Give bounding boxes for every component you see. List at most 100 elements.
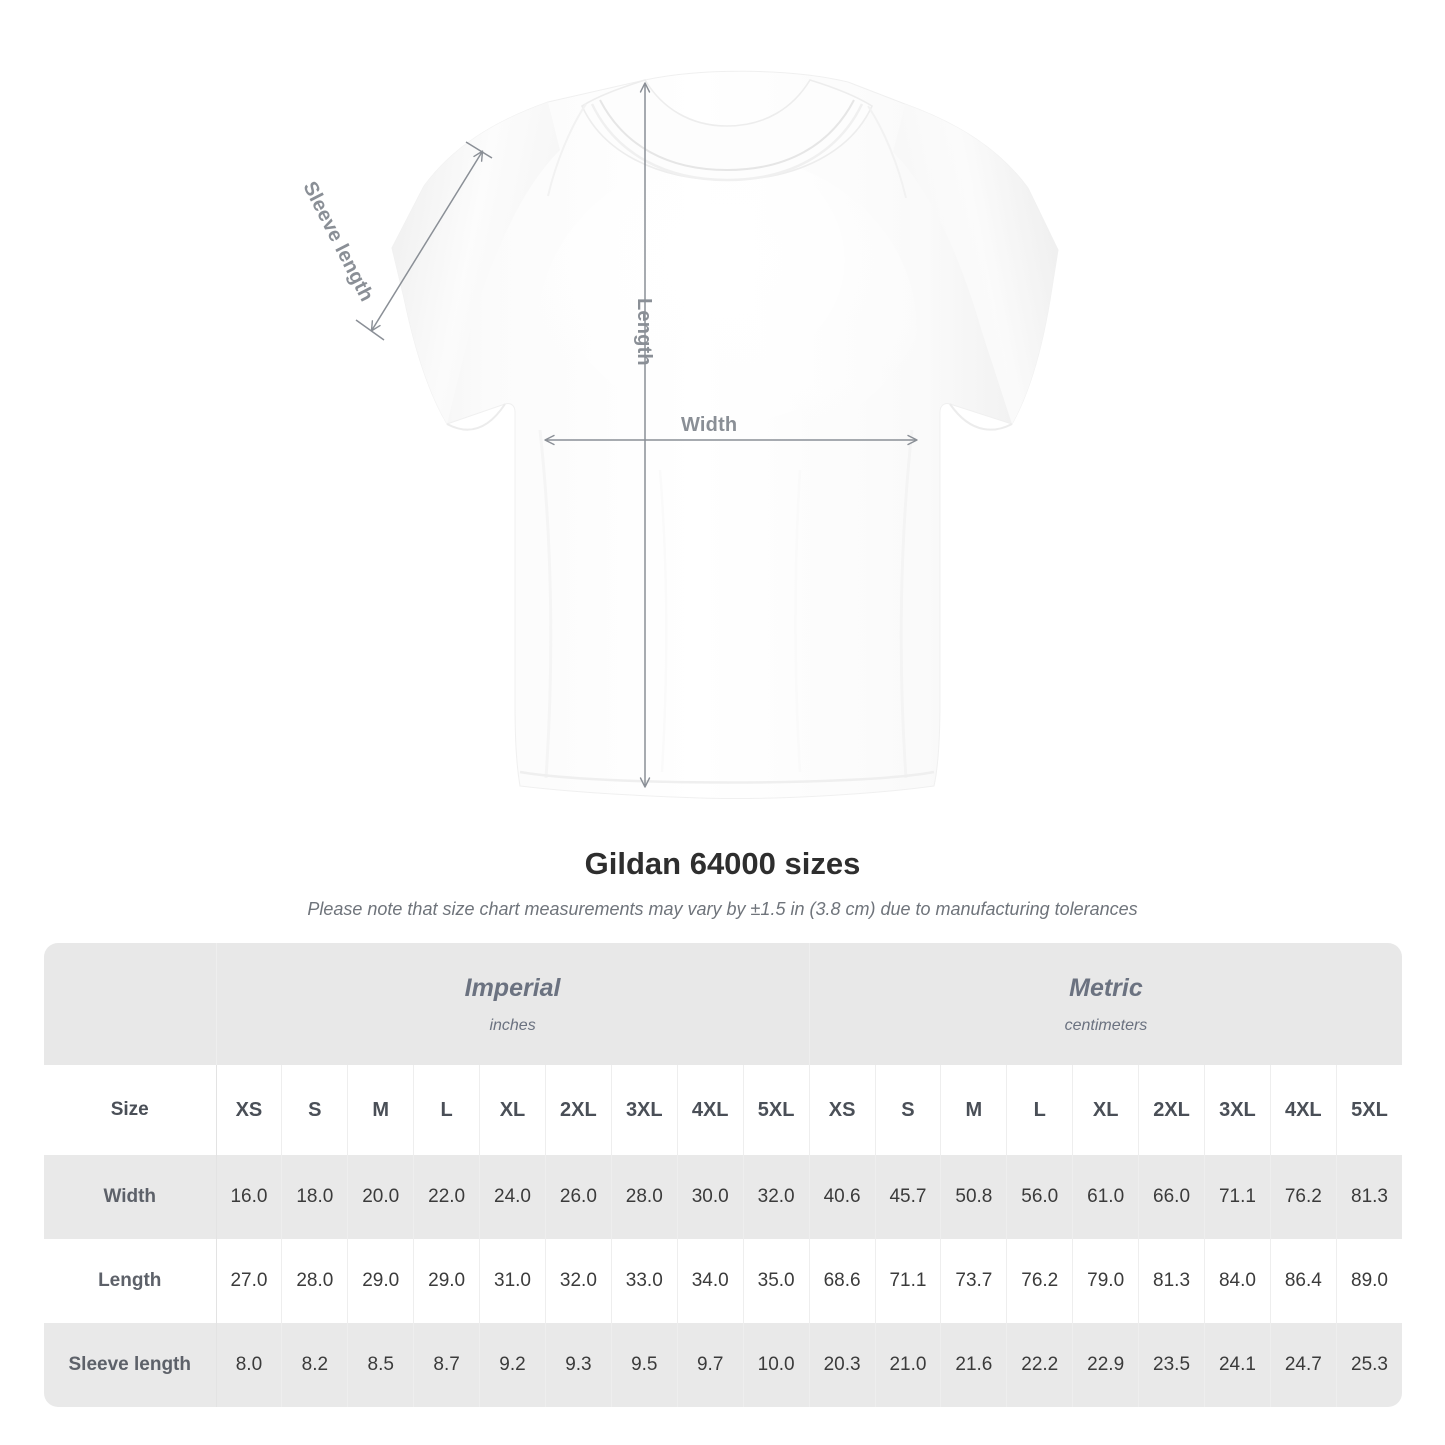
size-header-label: Size [44,1065,217,1155]
cell-sleeve-2xl-metric: 23.5 [1138,1323,1205,1407]
cell-width-3xl-metric: 71.1 [1204,1155,1271,1239]
cell-length-l-metric: 76.2 [1006,1239,1074,1323]
cell-width-2xl-metric: 66.0 [1138,1155,1205,1239]
table-row: Width 16.0 18.0 20.0 22.0 24.0 26.0 28.0… [44,1155,1402,1239]
imperial-label: Imperial [464,973,561,1002]
cell-length-s-imperial: 28.0 [281,1239,349,1323]
size-col-3xl-imperial: 3XL [611,1065,678,1155]
size-col-xs-metric: XS [808,1065,876,1155]
cell-width-s-metric: 45.7 [875,1155,942,1239]
size-col-2xl-imperial: 2XL [545,1065,612,1155]
cell-width-l-metric: 56.0 [1006,1155,1074,1239]
cell-sleeve-xs-metric: 20.3 [808,1323,876,1407]
cell-sleeve-xl-metric: 22.9 [1072,1323,1140,1407]
size-col-3xl-metric: 3XL [1204,1065,1271,1155]
cell-length-xs-imperial: 27.0 [216,1239,283,1323]
cell-width-5xl-metric: 81.3 [1336,1155,1402,1239]
size-chart-table: Imperial inches Metric centimeters Size … [44,943,1402,1407]
size-header-row: Size XS S M L XL 2XL 3XL 4XL 5XL XS S M … [44,1065,1402,1155]
tshirt-illustration [355,70,1059,799]
cell-width-5xl-imperial: 32.0 [743,1155,810,1239]
measurements-table: Imperial inches Metric centimeters Size … [44,943,1402,1407]
cell-sleeve-l-imperial: 8.7 [413,1323,481,1407]
size-col-2xl-metric: 2XL [1138,1065,1205,1155]
cell-length-5xl-imperial: 35.0 [743,1239,810,1323]
cell-length-l-imperial: 29.0 [413,1239,481,1323]
row-label-sleeve-length: Sleeve length [44,1323,217,1407]
title-block: Gildan 64000 sizes Please note that size… [0,845,1445,920]
cell-width-m-imperial: 20.0 [347,1155,415,1239]
cell-sleeve-m-imperial: 8.5 [347,1323,415,1407]
cell-length-3xl-imperial: 33.0 [611,1239,678,1323]
cell-sleeve-m-metric: 21.6 [940,1323,1008,1407]
cell-width-xl-imperial: 24.0 [479,1155,546,1239]
cell-width-4xl-metric: 76.2 [1270,1155,1337,1239]
measurement-annotations [355,82,918,788]
metric-sublabel: centimeters [1064,1017,1148,1035]
cell-length-xl-imperial: 31.0 [479,1239,546,1323]
imperial-sublabel: inches [489,1017,536,1035]
cell-width-4xl-imperial: 30.0 [677,1155,744,1239]
cell-sleeve-s-imperial: 8.2 [281,1323,349,1407]
cell-length-4xl-metric: 86.4 [1270,1239,1337,1323]
tshirt-diagram: Sleeve length Length Width [298,70,1059,799]
size-col-4xl-imperial: 4XL [677,1065,744,1155]
size-col-xs-imperial: XS [216,1065,283,1155]
length-label: Length [633,298,655,366]
size-col-xl-metric: XL [1072,1065,1140,1155]
cell-length-2xl-metric: 81.3 [1138,1239,1205,1323]
cell-length-xl-metric: 79.0 [1072,1239,1140,1323]
cell-width-l-imperial: 22.0 [413,1155,481,1239]
size-col-5xl-imperial: 5XL [743,1065,810,1155]
sleeve-tick-top [465,141,493,159]
size-col-l-metric: L [1006,1065,1074,1155]
size-col-xl-imperial: XL [479,1065,546,1155]
sleeve-length-arrow [370,150,484,332]
cell-sleeve-l-metric: 22.2 [1006,1323,1074,1407]
cell-length-2xl-imperial: 32.0 [545,1239,612,1323]
sleeve-tick-bottom [355,319,385,341]
size-col-m-imperial: M [347,1065,415,1155]
cell-sleeve-5xl-metric: 25.3 [1336,1323,1402,1407]
row-label-length: Length [44,1239,217,1323]
unit-band-spacer [44,943,217,1065]
cell-sleeve-s-metric: 21.0 [875,1323,942,1407]
cell-width-2xl-imperial: 26.0 [545,1155,612,1239]
cell-sleeve-xs-imperial: 8.0 [216,1323,283,1407]
size-col-s-metric: S [875,1065,942,1155]
cell-width-xs-imperial: 16.0 [216,1155,283,1239]
size-col-4xl-metric: 4XL [1270,1065,1337,1155]
cell-width-m-metric: 50.8 [940,1155,1008,1239]
cell-length-3xl-metric: 84.0 [1204,1239,1271,1323]
tolerance-note: Please note that size chart measurements… [307,899,1138,920]
page-title: Gildan 64000 sizes [584,846,861,881]
cell-width-s-imperial: 18.0 [281,1155,349,1239]
row-label-width: Width [44,1155,217,1239]
size-col-l-imperial: L [413,1065,481,1155]
cell-width-3xl-imperial: 28.0 [611,1155,678,1239]
width-label: Width [681,414,738,436]
cell-length-5xl-metric: 89.0 [1336,1239,1402,1323]
size-col-s-imperial: S [281,1065,349,1155]
imperial-unit-header: Imperial inches [216,943,810,1065]
size-col-m-metric: M [940,1065,1008,1155]
table-row: Length 27.0 28.0 29.0 29.0 31.0 32.0 33.… [44,1239,1402,1323]
metric-label: Metric [1069,973,1143,1002]
metric-unit-header: Metric centimeters [809,943,1402,1065]
cell-width-xl-metric: 61.0 [1072,1155,1140,1239]
cell-length-s-metric: 71.1 [875,1239,942,1323]
cell-sleeve-xl-imperial: 9.2 [479,1323,546,1407]
cell-sleeve-4xl-metric: 24.7 [1270,1323,1337,1407]
cell-sleeve-3xl-metric: 24.1 [1204,1323,1271,1407]
cell-length-4xl-imperial: 34.0 [677,1239,744,1323]
cell-sleeve-3xl-imperial: 9.5 [611,1323,678,1407]
cell-length-m-metric: 73.7 [940,1239,1008,1323]
cell-length-xs-metric: 68.6 [808,1239,876,1323]
table-row: Sleeve length 8.0 8.2 8.5 8.7 9.2 9.3 9.… [44,1323,1402,1407]
cell-sleeve-5xl-imperial: 10.0 [743,1323,810,1407]
cell-sleeve-4xl-imperial: 9.7 [677,1323,744,1407]
cell-length-m-imperial: 29.0 [347,1239,415,1323]
unit-system-band: Imperial inches Metric centimeters [44,943,1402,1065]
cell-width-xs-metric: 40.6 [808,1155,876,1239]
cell-sleeve-2xl-imperial: 9.3 [545,1323,612,1407]
